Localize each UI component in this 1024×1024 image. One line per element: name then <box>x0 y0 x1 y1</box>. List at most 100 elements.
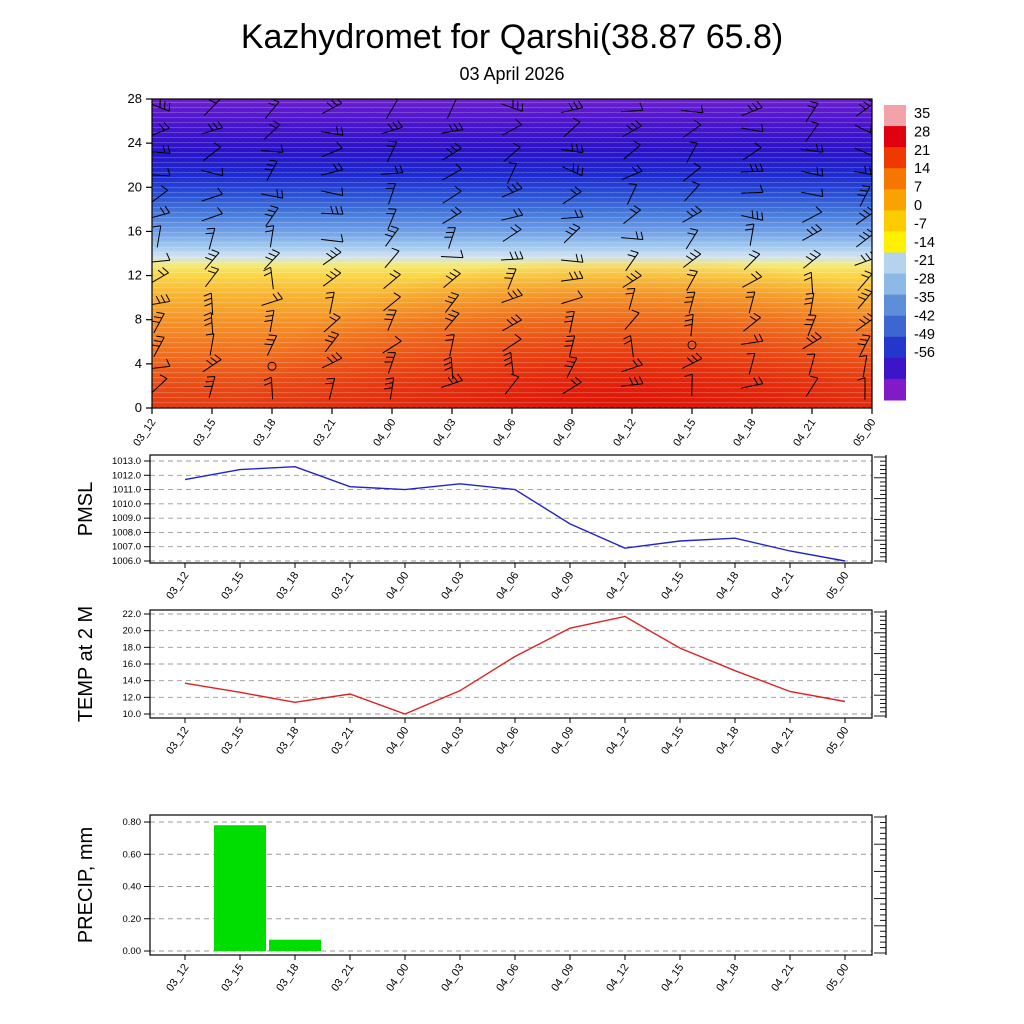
svg-text:03_21: 03_21 <box>311 417 338 449</box>
svg-text:0.20: 0.20 <box>123 914 142 925</box>
svg-text:1007.0: 1007.0 <box>112 542 141 553</box>
svg-text:1006.0: 1006.0 <box>112 556 141 567</box>
svg-text:1008.0: 1008.0 <box>112 527 141 538</box>
svg-text:03_21: 03_21 <box>329 725 356 757</box>
svg-text:04_06: 04_06 <box>494 962 521 994</box>
svg-text:-56: -56 <box>914 345 935 361</box>
svg-text:03_15: 03_15 <box>219 962 246 994</box>
precip-bar <box>269 939 321 951</box>
svg-text:1013.0: 1013.0 <box>112 456 141 467</box>
svg-text:-21: -21 <box>914 253 935 269</box>
svg-text:04_12: 04_12 <box>611 417 638 449</box>
svg-text:04_15: 04_15 <box>659 725 686 757</box>
svg-text:04_03: 04_03 <box>439 725 466 757</box>
svg-text:03_12: 03_12 <box>164 725 191 757</box>
svg-text:1011.0: 1011.0 <box>113 485 141 496</box>
svg-text:04_06: 04_06 <box>494 570 521 602</box>
svg-text:0.60: 0.60 <box>123 849 142 860</box>
svg-text:04_00: 04_00 <box>384 962 411 994</box>
precip-bar <box>214 825 266 951</box>
svg-text:04_21: 04_21 <box>769 962 796 994</box>
svg-text:04_15: 04_15 <box>659 962 686 994</box>
svg-text:-14: -14 <box>914 235 935 251</box>
svg-text:04_06: 04_06 <box>494 725 521 757</box>
svg-text:16.0: 16.0 <box>123 659 142 670</box>
svg-text:0: 0 <box>135 400 142 415</box>
svg-text:PMSL: PMSL <box>75 482 97 536</box>
svg-text:03_15: 03_15 <box>219 725 246 757</box>
svg-text:04_09: 04_09 <box>551 417 578 449</box>
svg-text:04_03: 04_03 <box>431 417 458 449</box>
svg-text:-42: -42 <box>914 308 935 324</box>
svg-text:35: 35 <box>914 106 930 122</box>
svg-text:03_12: 03_12 <box>164 962 191 994</box>
svg-text:10.0: 10.0 <box>123 709 142 720</box>
svg-text:04_21: 04_21 <box>769 570 796 602</box>
svg-text:04_18: 04_18 <box>714 962 741 994</box>
svg-text:22.0: 22.0 <box>123 609 142 620</box>
svg-text:04_21: 04_21 <box>769 725 796 757</box>
svg-text:PRECIP, mm: PRECIP, mm <box>75 827 97 943</box>
svg-text:28: 28 <box>914 124 930 140</box>
svg-text:-28: -28 <box>914 272 935 288</box>
svg-text:04_03: 04_03 <box>439 570 466 602</box>
svg-text:05_00: 05_00 <box>851 417 878 449</box>
svg-text:04_09: 04_09 <box>549 962 576 994</box>
svg-text:12: 12 <box>128 268 142 283</box>
svg-text:14: 14 <box>914 161 930 177</box>
svg-text:04_15: 04_15 <box>659 570 686 602</box>
svg-text:20.0: 20.0 <box>123 626 142 637</box>
svg-text:04_03: 04_03 <box>439 962 466 994</box>
svg-text:20: 20 <box>128 179 142 194</box>
svg-text:04_18: 04_18 <box>714 570 741 602</box>
svg-text:04_12: 04_12 <box>604 725 631 757</box>
svg-text:03_18: 03_18 <box>274 570 301 602</box>
wind-barbs <box>152 99 872 400</box>
page-title: Kazhydromet for Qarshi(38.87 65.8) <box>240 18 784 56</box>
svg-text:04_09: 04_09 <box>549 570 576 602</box>
precip-chart: 0.80 0.60 0.40 0.20 0.00 03_12 03_15 03_18 03_21… <box>75 814 887 994</box>
svg-text:05_00: 05_00 <box>824 962 851 994</box>
svg-text:1010.0: 1010.0 <box>112 499 141 510</box>
svg-text:28: 28 <box>128 91 142 106</box>
svg-text:7: 7 <box>914 180 922 196</box>
cross-section-panel: 0 4 8 12 16 20 24 28 03_12 03_15 03_18 03_21 04_00 04… <box>128 91 935 449</box>
svg-text:1012.0: 1012.0 <box>112 470 141 481</box>
svg-text:04_15: 04_15 <box>671 417 698 449</box>
svg-text:0.40: 0.40 <box>123 882 142 893</box>
temp-2m-line <box>184 615 846 715</box>
svg-text:05_00: 05_00 <box>824 725 851 757</box>
svg-text:03_18: 03_18 <box>274 725 301 757</box>
svg-text:03_18: 03_18 <box>251 417 278 449</box>
page-subtitle: 03 April 2026 <box>459 64 565 84</box>
svg-text:04_12: 04_12 <box>604 570 631 602</box>
svg-text:03_18: 03_18 <box>274 962 301 994</box>
svg-text:0.80: 0.80 <box>123 817 142 828</box>
colorbar: 35 28 21 14 7 0 -7 -14 -21 -28 -35 -42 -49 -56 <box>884 105 935 401</box>
svg-text:04_00: 04_00 <box>384 725 411 757</box>
svg-text:-49: -49 <box>914 327 935 343</box>
pmsl-chart: 1013.0 1012.0 1011.0 1010.0 1009.0 1008.0 1007… <box>75 454 887 602</box>
temp-2m-chart: 22.0 20.0 18.0 16.0 14.0 12.0 10.0 03_12 03_15 03… <box>75 606 887 757</box>
svg-text:4: 4 <box>135 356 142 371</box>
svg-text:21: 21 <box>914 143 930 159</box>
svg-text:-35: -35 <box>914 290 935 306</box>
svg-text:14.0: 14.0 <box>123 676 142 687</box>
svg-text:04_09: 04_09 <box>549 725 576 757</box>
svg-text:-7: -7 <box>914 216 927 232</box>
contour-lines <box>152 99 872 408</box>
svg-text:03_12: 03_12 <box>164 570 191 602</box>
svg-text:24: 24 <box>128 135 142 150</box>
svg-text:04_18: 04_18 <box>731 417 758 449</box>
svg-text:04_12: 04_12 <box>604 962 631 994</box>
svg-text:16: 16 <box>128 223 142 238</box>
svg-text:12.0: 12.0 <box>123 692 142 703</box>
svg-text:04_18: 04_18 <box>714 725 741 757</box>
svg-text:1009.0: 1009.0 <box>112 513 141 524</box>
svg-text:0: 0 <box>914 198 922 214</box>
svg-text:TEMP at 2 M: TEMP at 2 M <box>75 606 97 722</box>
svg-text:04_00: 04_00 <box>384 570 411 602</box>
svg-text:18.0: 18.0 <box>123 642 142 653</box>
